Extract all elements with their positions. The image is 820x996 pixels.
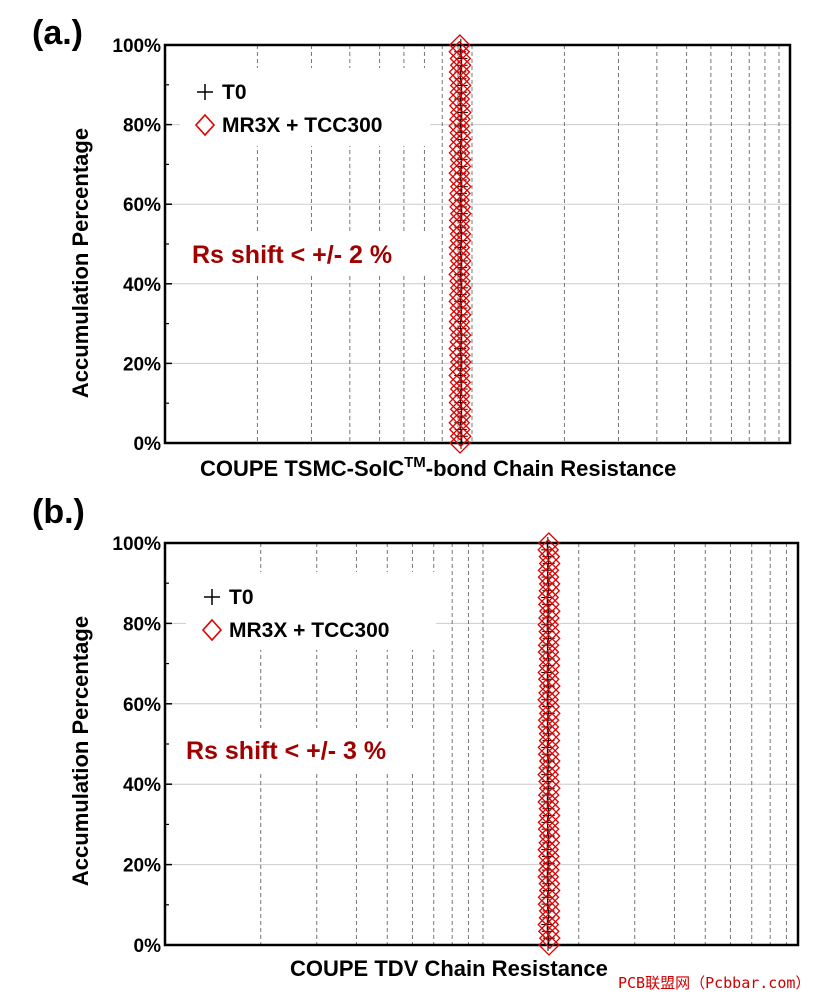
mr3x-point bbox=[448, 411, 471, 434]
panel-b-legend: T0 MR3X + TCC300 bbox=[201, 586, 389, 642]
panel-a-y-ticks: 0% 20% 40% 60% 80% 100% bbox=[112, 36, 172, 455]
panel-b-label: (b.) bbox=[32, 493, 85, 531]
watermark: PCB联盟网（Pcbbar.com） bbox=[618, 974, 810, 992]
y-tick-label: 80% bbox=[123, 116, 161, 137]
mr3x-point bbox=[538, 825, 561, 847]
y-tick-label: 100% bbox=[112, 36, 161, 57]
mr3x-point bbox=[538, 750, 561, 772]
mr3x-point bbox=[448, 135, 471, 158]
t0-point bbox=[455, 430, 468, 443]
y-tick-label: 20% bbox=[123, 856, 161, 877]
mr3x-point bbox=[538, 545, 561, 568]
mr3x-point bbox=[449, 249, 472, 272]
t0-point bbox=[455, 281, 468, 294]
mr3x-point bbox=[538, 722, 561, 745]
legend-t0-label: T0 bbox=[222, 81, 247, 104]
t0-point bbox=[455, 106, 468, 119]
mr3x-point bbox=[448, 384, 471, 407]
y-tick-label: 60% bbox=[123, 195, 161, 216]
y-tick-label: 60% bbox=[123, 695, 161, 716]
legend-mr3x-label: MR3X + TCC300 bbox=[229, 619, 389, 642]
panel-a-y-axis-label: Accumulation Percentage bbox=[68, 128, 93, 398]
mr3x-point bbox=[537, 736, 560, 759]
y-tick-label: 80% bbox=[123, 614, 161, 635]
mr3x-point bbox=[537, 661, 560, 684]
mr3x-point bbox=[449, 398, 472, 421]
mr3x-point bbox=[449, 222, 472, 245]
legend-t0-marker bbox=[197, 84, 213, 100]
legend-mr3x-marker bbox=[194, 113, 216, 137]
mr3x-point bbox=[538, 572, 561, 595]
mr3x-point bbox=[449, 47, 472, 70]
mr3x-point bbox=[538, 900, 561, 922]
panel-a-label: (a.) bbox=[32, 14, 83, 52]
panel-b-y-ticks: 0% 20% 40% 60% 80% 100% bbox=[112, 534, 172, 957]
mr3x-point bbox=[449, 297, 472, 320]
panel-b: (b.) 0% 20% 40% 60% 80% 100% T0 MR3X + TCC300… bbox=[32, 493, 800, 981]
mr3x-point bbox=[449, 148, 472, 171]
mr3x-point bbox=[448, 209, 471, 232]
mr3x-point bbox=[448, 236, 471, 259]
mr3x-point bbox=[448, 88, 471, 110]
mr3x-point bbox=[449, 371, 472, 394]
legend-mr3x-label: MR3X + TCC300 bbox=[222, 114, 382, 137]
mr3x-point bbox=[449, 74, 472, 97]
mr3x-point bbox=[537, 913, 560, 936]
panel-b-markers bbox=[537, 532, 561, 956]
mr3x-point bbox=[538, 797, 561, 820]
mr3x-point bbox=[448, 337, 471, 360]
mr3x-point bbox=[449, 121, 472, 144]
y-tick-label: 100% bbox=[112, 534, 161, 555]
panel-a-legend-box bbox=[180, 68, 430, 146]
mr3x-point bbox=[448, 61, 471, 83]
panel-a: (a.) 0% 20% 40% 60% 80% 100% T0 MR3X + TCC300… bbox=[32, 14, 792, 481]
mr3x-point bbox=[537, 532, 560, 554]
panel-a-x-axis-label: COUPE TSMC-SoICTM-bond Chain Resistance bbox=[200, 454, 676, 481]
mr3x-point bbox=[537, 811, 560, 834]
mr3x-point bbox=[537, 634, 560, 657]
panel-b-legend-box bbox=[186, 572, 436, 650]
panel-b-y-axis-label: Accumulation Percentage bbox=[68, 616, 93, 886]
mr3x-point bbox=[537, 886, 560, 909]
panel-b-annotation-box bbox=[180, 728, 420, 772]
mr3x-point bbox=[538, 647, 561, 670]
t0-point bbox=[541, 693, 554, 706]
panel-b-annotation: Rs shift < +/- 3 % bbox=[186, 737, 386, 765]
mr3x-point bbox=[449, 324, 472, 346]
mr3x-point bbox=[537, 709, 560, 732]
panel-a-legend: T0 MR3X + TCC300 bbox=[194, 81, 382, 137]
legend-t0-marker bbox=[204, 589, 220, 605]
y-tick-label: 20% bbox=[123, 354, 161, 375]
t0-point bbox=[541, 768, 554, 781]
mr3x-point bbox=[537, 586, 560, 609]
mr3x-point bbox=[448, 34, 471, 56]
panel-b-x-axis-label: COUPE TDV Chain Resistance bbox=[290, 956, 608, 981]
legend-mr3x-marker bbox=[201, 618, 223, 642]
mr3x-point bbox=[448, 283, 471, 306]
t0-point bbox=[455, 356, 468, 369]
panel-a-annotation-box bbox=[186, 232, 426, 276]
panel-a-markers bbox=[448, 34, 472, 454]
y-tick-label: 40% bbox=[123, 775, 161, 796]
legend-t0-label: T0 bbox=[229, 586, 254, 609]
mr3x-point bbox=[537, 559, 560, 582]
mr3x-point bbox=[538, 872, 561, 895]
mr3x-point bbox=[448, 162, 471, 185]
panel-a-annotation: Rs shift < +/- 2 % bbox=[192, 241, 392, 269]
mr3x-point bbox=[449, 175, 472, 198]
y-tick-label: 0% bbox=[134, 434, 162, 455]
y-tick-label: 40% bbox=[123, 275, 161, 296]
y-tick-label: 0% bbox=[134, 936, 162, 957]
t0-point bbox=[455, 180, 468, 193]
mr3x-point bbox=[448, 310, 471, 333]
